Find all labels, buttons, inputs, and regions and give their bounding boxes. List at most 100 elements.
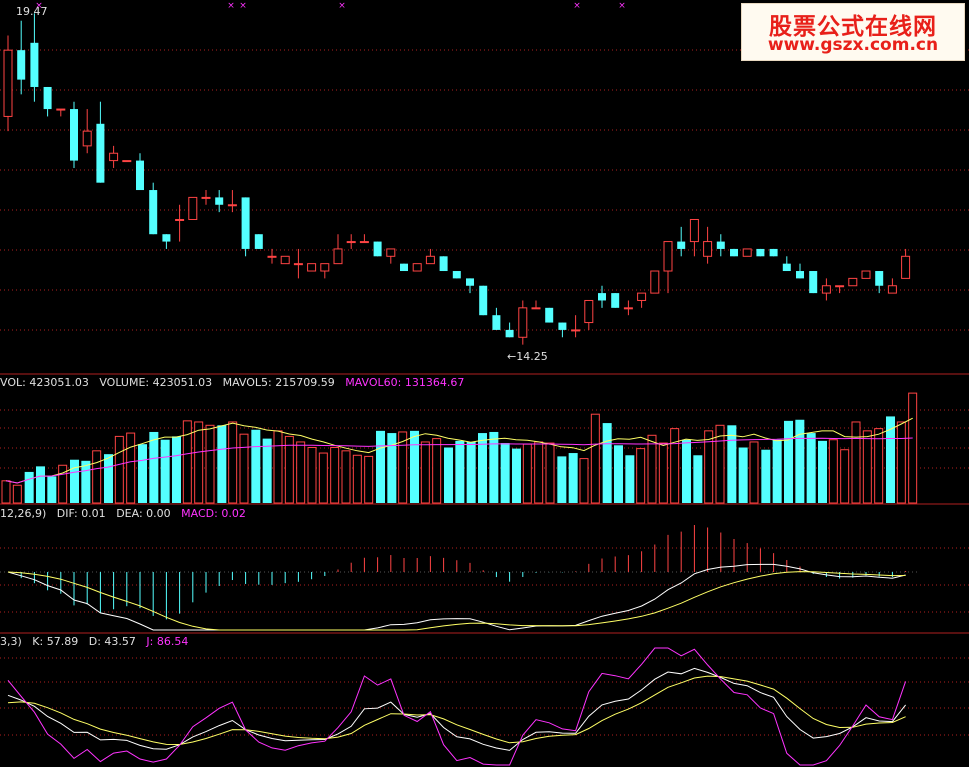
candle-body xyxy=(663,241,673,272)
d-line xyxy=(7,675,906,746)
dea-line xyxy=(7,571,906,631)
volume-bar xyxy=(24,471,34,503)
volume-bar xyxy=(273,430,283,504)
high-price-label: 19.47 xyxy=(16,5,48,18)
candle-body xyxy=(558,322,567,330)
volume-bar xyxy=(749,441,759,504)
watermark-title: 股票公式在线网 xyxy=(769,14,937,40)
volume-bar xyxy=(58,464,68,504)
candle-body xyxy=(346,241,356,244)
candle-body xyxy=(43,86,52,110)
volume-bar xyxy=(104,454,113,503)
candle-body xyxy=(650,270,660,294)
candle-body xyxy=(584,299,594,324)
volume-bar xyxy=(851,421,861,504)
candle-body xyxy=(386,248,396,257)
volume-bar xyxy=(886,416,895,503)
candle-body xyxy=(689,218,699,243)
candle-body xyxy=(280,255,290,265)
volume-bar xyxy=(568,453,578,503)
candle-body xyxy=(598,293,606,301)
volume-bar xyxy=(330,447,340,504)
volume-bar xyxy=(602,423,612,503)
candle-body xyxy=(769,248,778,257)
volume-bar xyxy=(693,455,703,503)
volume-bar xyxy=(896,421,906,504)
candle-body xyxy=(505,329,514,338)
volume-bar xyxy=(398,431,408,504)
volume-bar xyxy=(874,428,884,504)
candle-body xyxy=(571,329,581,332)
candle-body xyxy=(293,263,303,266)
volume-bar xyxy=(341,450,351,504)
candle-body xyxy=(492,315,501,330)
marker-cross: × xyxy=(239,1,247,11)
volume-bar xyxy=(376,430,385,503)
candle-body xyxy=(136,160,144,191)
candle-body xyxy=(848,277,858,287)
watermark-url: www.gszx.com.cn xyxy=(767,35,939,55)
volume-bar xyxy=(806,433,816,503)
volume-bar xyxy=(579,458,589,504)
volume-bar xyxy=(12,484,22,504)
volume-bar xyxy=(307,447,317,504)
volume-bar xyxy=(658,442,668,504)
candle-body xyxy=(412,263,422,272)
candle-body xyxy=(518,307,528,338)
candle-body xyxy=(796,271,804,279)
volume-bar xyxy=(862,430,872,504)
candle-body xyxy=(901,255,911,279)
volume-bar xyxy=(636,448,646,504)
candle-body xyxy=(821,285,831,294)
marker-cross: × xyxy=(338,1,346,11)
candle-body xyxy=(109,152,119,162)
candle-body xyxy=(756,248,765,257)
candle-body xyxy=(320,263,330,272)
candle-body xyxy=(611,293,620,308)
volume-bar xyxy=(1,480,11,504)
volume-bar xyxy=(160,439,170,503)
candle-body xyxy=(466,278,474,286)
candle-body xyxy=(333,248,343,265)
volume-bar xyxy=(908,392,918,504)
candle-body xyxy=(545,307,554,323)
mavol5-line xyxy=(5,417,913,484)
candle-body xyxy=(887,285,897,294)
candle-body xyxy=(175,218,185,221)
volume-bar xyxy=(647,434,657,504)
site-watermark: 股票公式在线网 www.gszx.com.cn xyxy=(741,3,965,61)
volume-bar xyxy=(727,425,737,503)
volume-bar xyxy=(500,443,510,503)
volume-bar xyxy=(784,420,793,503)
volume-bar xyxy=(352,454,362,504)
dif-line xyxy=(7,563,906,631)
volume-bar xyxy=(228,421,238,504)
marker-cross: × xyxy=(573,1,581,11)
candle-body xyxy=(479,285,488,316)
candle-body xyxy=(835,285,845,288)
volume-bar xyxy=(81,460,91,503)
volume-bar xyxy=(590,413,600,504)
marker-cross: × xyxy=(227,1,235,11)
volume-bar xyxy=(318,452,328,504)
volume-bar xyxy=(625,455,635,503)
candle-body xyxy=(3,49,13,117)
volume-bar xyxy=(70,459,79,503)
candle-body xyxy=(162,234,171,242)
candle-body xyxy=(188,196,198,220)
candle-body xyxy=(703,241,713,257)
volume-bar xyxy=(478,433,487,503)
candle-body xyxy=(359,241,369,244)
volume-bar xyxy=(251,429,261,503)
candle-body xyxy=(439,256,448,272)
volume-bar xyxy=(239,433,249,504)
volume-bar xyxy=(387,433,397,503)
vol-legend: VOL: 423051.03 VOLUME: 423051.03 MAVOL5:… xyxy=(0,376,465,389)
volume-bar xyxy=(512,448,521,503)
candle-body xyxy=(82,130,92,147)
volume-bar xyxy=(284,435,294,504)
volume-bar xyxy=(670,428,680,504)
candle-body xyxy=(149,190,158,235)
candle-body xyxy=(677,241,686,249)
